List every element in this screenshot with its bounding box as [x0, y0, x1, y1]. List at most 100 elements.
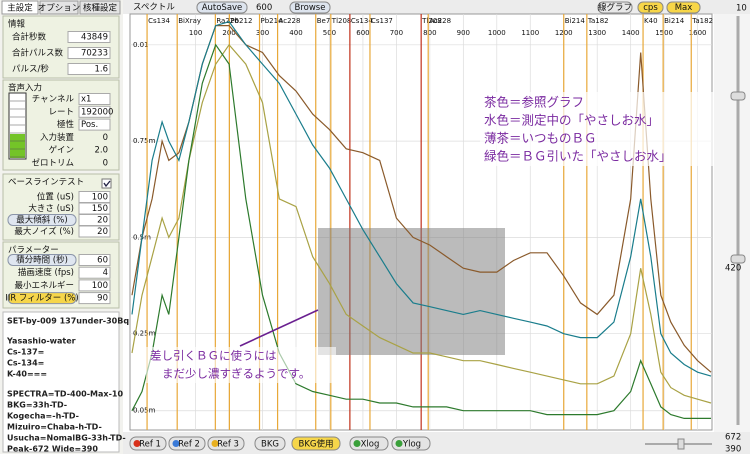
note-line: SPECTRA=TD-400-Max-10 — [7, 390, 123, 399]
gray-overlay — [318, 228, 505, 355]
y-tick-label: 0.05m — [133, 407, 156, 415]
autosave-button[interactable] — [196, 1, 248, 14]
param-label: 積分時間 (秒) — [16, 255, 68, 266]
note-line: Cs-134= — [7, 359, 44, 368]
nuclide-label: Be7 — [317, 17, 331, 25]
value-box — [67, 47, 111, 59]
section-title: 音声入力 — [8, 83, 42, 94]
param-button[interactable] — [7, 292, 77, 305]
max-button[interactable] — [666, 1, 701, 14]
section-title: パラメーター — [8, 246, 59, 256]
x-tick-label: 800 — [423, 29, 436, 37]
nuclide-label: Cs134 — [351, 17, 373, 25]
tab[interactable] — [79, 0, 121, 15]
value-box — [78, 93, 111, 105]
peak-value: 672 — [725, 433, 741, 443]
nuclide-label: BiXray — [178, 17, 201, 25]
x-tick-label: 900 — [457, 29, 470, 37]
legend-note: 茶色＝参照グラフ — [484, 95, 584, 110]
slider-top: 10 — [736, 4, 747, 14]
param-value: 20 — [97, 216, 108, 226]
nuclide-label: Tl208 — [421, 17, 442, 25]
bottom-button-label: BKG — [261, 440, 279, 450]
autosave-interval: 600 — [256, 3, 272, 13]
param-label: 位置 (uS) — [37, 192, 74, 203]
param-value: 0 — [103, 159, 108, 169]
cps-button[interactable] — [637, 1, 664, 14]
param-label: レート — [48, 107, 74, 117]
bottom-button-label: Ref 1 — [139, 440, 161, 450]
param-label: IIR フィルター (%) — [5, 294, 78, 304]
bottom-button[interactable] — [291, 436, 341, 451]
level-meter-fill — [10, 134, 25, 158]
bottom-button[interactable] — [254, 436, 286, 451]
param-value: 0 — [103, 133, 108, 143]
note-line: BKG=33h-TD- — [7, 401, 67, 410]
param-value: x1 — [81, 95, 91, 105]
nuclide-label: Cs137 — [371, 17, 393, 25]
note-line: Kogecha=-h-TD- — [7, 412, 79, 421]
nuclide-label: Ac228 — [279, 17, 301, 25]
button-icon — [395, 440, 403, 447]
bottom-button[interactable] — [129, 436, 167, 451]
slider-mid: 420 — [725, 264, 741, 274]
value-box — [67, 31, 111, 43]
note-line: Usucha=NomalBG-33h-TD- — [7, 434, 126, 443]
note-line: SET-by-009 137under-30Bq — [7, 317, 129, 326]
button-icon — [133, 440, 141, 447]
y-tick-label: 0.75m — [133, 137, 156, 145]
button-icon — [353, 440, 361, 447]
x-tick-label: 600 — [356, 29, 369, 37]
note-line: K-40=== — [7, 370, 47, 379]
note-line: Yasashio-water — [6, 337, 76, 346]
param-value: 1.6 — [94, 65, 108, 75]
nuclide-label: K40 — [644, 17, 658, 25]
param-value: 60 — [97, 256, 108, 266]
section-title: 情報 — [8, 19, 26, 30]
param-label: 合計パルス数 — [12, 48, 64, 59]
tab-label: 核種設定 — [83, 3, 118, 14]
tab[interactable] — [1, 0, 39, 15]
note-line: Peak-672 Wide=390 — [7, 445, 98, 454]
browse-button[interactable] — [289, 1, 331, 14]
param-label: 最大ノイズ (%) — [14, 226, 74, 237]
bottom-button-label: Xlog — [361, 440, 380, 450]
bottom-button[interactable] — [168, 436, 206, 451]
param-value: 100 — [92, 281, 108, 291]
slider-thumb[interactable] — [730, 91, 746, 101]
panel-title: スペクトル — [133, 3, 175, 13]
param-value: 70233 — [81, 49, 108, 59]
tab[interactable] — [39, 0, 79, 15]
bottom-button[interactable] — [207, 436, 245, 451]
x-tick-label: 1100 — [521, 29, 539, 37]
bottom-button[interactable] — [391, 436, 431, 451]
x-tick-label: 700 — [390, 29, 403, 37]
param-label: 大きさ (uS) — [28, 203, 74, 214]
param-button[interactable] — [7, 254, 77, 266]
legend-note: 薄茶＝いつものＢＧ — [484, 131, 597, 146]
spectrum-line — [131, 43, 712, 404]
x-tick-label: 500 — [323, 29, 336, 37]
param-value: 90 — [97, 294, 108, 304]
nuclide-label: Ra226 — [216, 17, 239, 25]
nuclide-label: Ta182 — [587, 17, 609, 25]
spectrum-line — [131, 21, 712, 377]
tab-label: 主設定 — [7, 3, 33, 14]
nuclide-label: Pb214 — [261, 17, 284, 25]
button-icon — [172, 440, 180, 447]
toolbar — [123, 0, 750, 14]
value-box — [78, 279, 111, 292]
comment-text: まだ少し濃すぎるようです。 — [162, 367, 310, 381]
param-button[interactable] — [7, 214, 77, 226]
x-tick-label: 1400 — [622, 29, 640, 37]
bottom-button[interactable] — [349, 436, 389, 451]
right-slider-panel — [714, 14, 750, 432]
checkbox[interactable] — [101, 178, 112, 189]
y-tick-label: 0.25m — [133, 330, 156, 338]
value-box — [78, 292, 111, 305]
graph-mode-button[interactable] — [597, 1, 633, 14]
param-label: チャンネル — [32, 95, 75, 105]
h-slider-thumb[interactable] — [677, 438, 685, 450]
slider-thumb[interactable] — [730, 254, 746, 264]
x-tick-label: 1300 — [588, 29, 606, 37]
